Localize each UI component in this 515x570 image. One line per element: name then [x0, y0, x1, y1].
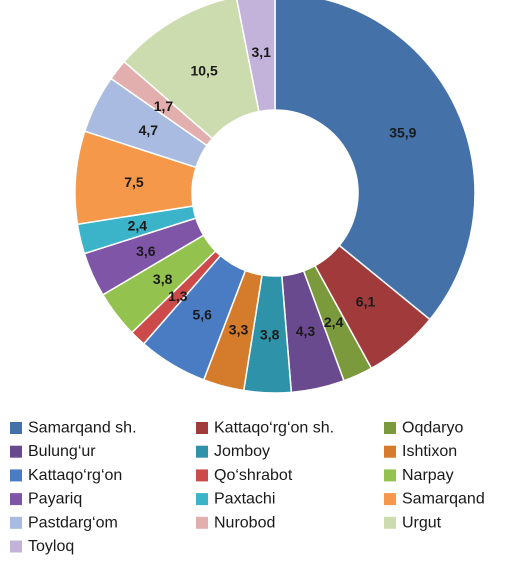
legend-swatch-samarqand-sh — [10, 422, 22, 434]
legend-label-bulung-ur: Bulung‘ur — [28, 443, 96, 460]
legend-label-narpay: Narpay — [402, 467, 454, 484]
slice-value-label-narpay: 3,8 — [153, 271, 173, 287]
legend-item-urgut: Urgut — [384, 514, 442, 531]
legend-item-oqdaryo: Oqdaryo — [384, 420, 463, 437]
legend-item-payariq: Payariq — [10, 491, 82, 508]
legend-swatch-jomboy — [196, 445, 208, 458]
slice-value-label-jomboy: 3,8 — [260, 326, 280, 342]
slice-value-label-kattaqo-rg-on-sh: 6,1 — [356, 294, 376, 310]
legend-label-pastdarg-om: Pastdarg‘om — [28, 514, 118, 531]
slice-value-label-oqdaryo: 2,4 — [324, 314, 344, 330]
legend-item-toyloq: Toyloq — [10, 538, 74, 555]
legend-label-qo-shrabot: Qo‘shrabot — [214, 467, 293, 484]
legend-item-paxtachi: Paxtachi — [196, 491, 275, 508]
slice-value-label-samarqand-sh: 35,9 — [389, 124, 416, 140]
legend-label-toyloq: Toyloq — [28, 538, 74, 555]
slice-value-label-samarqand: 7,5 — [124, 174, 144, 190]
legend-swatch-nurobod — [196, 516, 208, 529]
legend-swatch-ishtixon — [384, 445, 396, 458]
legend-swatch-kattaqo-rg-on-sh — [196, 422, 208, 434]
legend-item-narpay: Narpay — [384, 467, 454, 484]
slice-value-label-payariq: 3,6 — [136, 243, 156, 259]
legend-swatch-bulung-ur — [10, 445, 22, 458]
legend-swatch-samarqand — [384, 493, 396, 506]
legend-label-kattaqo-rg-on-sh: Kattaqo‘rg‘on sh. — [214, 420, 334, 437]
legend-label-paxtachi: Paxtachi — [214, 491, 275, 508]
legend-item-nurobod: Nurobod — [196, 514, 275, 531]
legend-swatch-paxtachi — [196, 493, 208, 506]
legend: Samarqand sh. Kattaqo‘rg‘on sh. Oqdaryo Bul… — [10, 420, 485, 555]
legend-swatch-pastdarg-om — [10, 516, 22, 529]
slice-toyloq — [236, 0, 276, 113]
legend-item-kattaqo-rg-on-sh: Kattaqo‘rg‘on sh. — [196, 420, 334, 437]
legend-label-samarqand-sh: Samarqand sh. — [28, 420, 137, 437]
legend-item-samarqand: Samarqand — [384, 491, 485, 508]
slice-value-label-pastdarg-om: 4,7 — [139, 122, 159, 138]
legend-label-payariq: Payariq — [28, 491, 82, 508]
slice-value-label-paxtachi: 2,4 — [128, 218, 148, 234]
legend-item-qo-shrabot: Qo‘shrabot — [196, 467, 293, 484]
slice-value-label-qo-shrabot: 1,3 — [168, 288, 188, 304]
legend-item-bulung-ur: Bulung‘ur — [10, 443, 96, 460]
legend-label-nurobod: Nurobod — [214, 514, 275, 531]
slice-labels: 35,96,12,44,33,83,35,61,33,83,62,47,54,7… — [124, 44, 416, 342]
slice-value-label-nurobod: 1,7 — [154, 98, 174, 114]
legend-item-ishtixon: Ishtixon — [384, 443, 457, 460]
legend-swatch-narpay — [384, 469, 396, 482]
donut-slices — [74, 0, 476, 394]
legend-swatch-urgut — [384, 516, 396, 529]
slice-value-label-toyloq: 3,1 — [252, 44, 272, 60]
slice-value-label-urgut: 10,5 — [190, 63, 217, 79]
legend-swatch-payariq — [10, 493, 22, 506]
legend-item-samarqand-sh: Samarqand sh. — [10, 420, 137, 437]
legend-item-jomboy: Jomboy — [196, 443, 270, 460]
slice-urgut — [123, 0, 260, 140]
slice-value-label-ishtixon: 3,3 — [229, 322, 249, 338]
legend-label-jomboy: Jomboy — [214, 443, 270, 460]
legend-swatch-kattaqo-rg-on — [10, 469, 22, 482]
legend-item-kattaqo-rg-on: Kattaqo‘rg‘on — [10, 467, 122, 484]
legend-item-pastdarg-om: Pastdarg‘om — [10, 514, 118, 531]
legend-swatch-toyloq — [10, 540, 22, 553]
legend-label-oqdaryo: Oqdaryo — [402, 420, 463, 437]
slice-value-label-bulung-ur: 4,3 — [296, 323, 316, 339]
legend-swatch-oqdaryo — [384, 422, 396, 434]
legend-label-kattaqo-rg-on: Kattaqo‘rg‘on — [28, 467, 122, 484]
slice-value-label-kattaqo-rg-on: 5,6 — [192, 306, 212, 322]
legend-swatch-qo-shrabot — [196, 469, 208, 482]
slice-samarqand-sh — [274, 0, 476, 321]
legend-label-ishtixon: Ishtixon — [402, 443, 457, 460]
legend-label-urgut: Urgut — [402, 514, 442, 531]
legend-label-samarqand: Samarqand — [402, 491, 485, 508]
